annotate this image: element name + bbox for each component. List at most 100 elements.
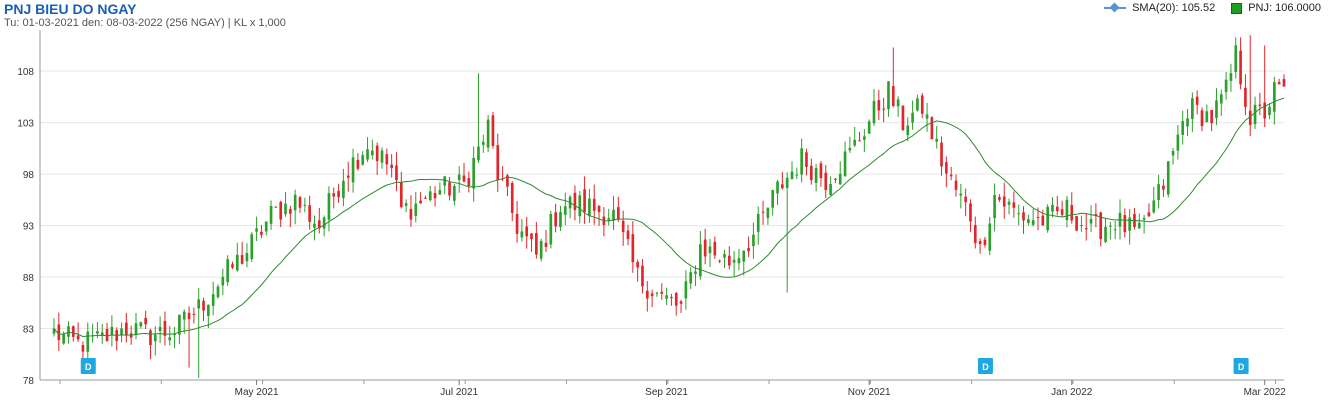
candle-body — [168, 337, 172, 341]
candle-body — [226, 259, 229, 283]
candle-body — [1282, 79, 1286, 87]
candle-body — [650, 293, 654, 296]
candle-body — [414, 203, 418, 216]
candle-body — [390, 164, 393, 168]
candle-body — [139, 322, 143, 327]
candle-body — [1094, 214, 1098, 216]
candle-body — [477, 146, 480, 161]
candle-body — [973, 225, 977, 244]
candle-body — [375, 145, 379, 162]
candle-body — [872, 100, 876, 124]
candle-body — [255, 228, 258, 232]
candle-body — [896, 99, 900, 107]
candle-body — [723, 254, 726, 258]
candle-body — [245, 253, 249, 262]
candle-body — [916, 98, 919, 111]
legend-item-pnj[interactable]: PNJ: 106.0000 — [1231, 2, 1321, 14]
candle-body — [207, 304, 210, 316]
candle-body — [597, 205, 601, 213]
candle-body — [1277, 82, 1281, 85]
candle-body — [959, 193, 963, 196]
candle-body — [96, 331, 99, 334]
candle-body — [1263, 102, 1267, 119]
candle-body — [467, 178, 471, 187]
candle-body — [144, 317, 147, 325]
candle-body — [351, 157, 355, 183]
candle-body — [814, 168, 818, 183]
candle-body — [395, 165, 398, 181]
candle-body — [67, 326, 70, 337]
candle-body — [1234, 45, 1238, 72]
legend-item-sma[interactable]: SMA(20): 105.52 — [1104, 2, 1215, 14]
candle-body — [105, 329, 109, 342]
candle-body — [327, 193, 331, 220]
candle-body — [800, 148, 803, 175]
candle-body — [969, 203, 972, 222]
candle-body — [221, 276, 225, 286]
candle-body — [689, 272, 693, 284]
candle-body — [274, 206, 278, 208]
candle-body — [158, 326, 162, 332]
candle-body — [1123, 215, 1127, 233]
candle-body — [197, 299, 201, 309]
candle-body — [1195, 96, 1199, 105]
dividend-marker-label: D — [1238, 362, 1245, 372]
candle-body — [1152, 200, 1156, 213]
candle-body — [795, 174, 799, 176]
candle-body — [202, 300, 205, 311]
candle-body — [110, 326, 114, 336]
candle-body — [371, 150, 374, 156]
candle-body — [62, 333, 65, 344]
candle-body — [535, 232, 538, 255]
candle-body — [52, 328, 56, 334]
candle-body — [76, 335, 80, 340]
candle-body — [1162, 185, 1165, 190]
candle-body — [385, 154, 389, 165]
dividend-marker — [1233, 358, 1249, 374]
y-tick-label: 98 — [23, 170, 35, 181]
candle-body — [510, 183, 514, 213]
candle-body — [766, 207, 770, 219]
candle-body — [771, 190, 775, 208]
candle-body — [399, 182, 403, 208]
candle-body — [708, 246, 712, 254]
candle-body — [964, 196, 967, 203]
candle-body — [173, 334, 176, 336]
candle-body — [785, 177, 789, 188]
candle-body — [824, 172, 828, 191]
candle-body — [983, 239, 987, 246]
y-tick-label: 83 — [23, 325, 35, 336]
candle-body — [1147, 212, 1151, 217]
candle-body — [993, 194, 996, 219]
candle-body — [346, 175, 350, 178]
candle-body — [1128, 217, 1131, 231]
candle-body — [1002, 196, 1006, 207]
candle-body — [443, 176, 447, 186]
candle-body — [342, 180, 345, 199]
candle-body — [882, 108, 885, 110]
candle-body — [809, 165, 813, 181]
candle-body — [496, 145, 500, 180]
candle-body — [684, 281, 688, 299]
candle-body — [1191, 98, 1194, 120]
candle-body — [81, 344, 85, 352]
candle-body — [428, 191, 432, 201]
candle-body — [819, 163, 823, 179]
candle-body — [588, 198, 591, 217]
candle-body — [549, 213, 553, 245]
sma-line-swatch-icon — [1104, 3, 1127, 13]
candle-body — [877, 100, 881, 111]
candle-body — [1181, 121, 1185, 135]
candle-body — [361, 155, 365, 165]
candle-body — [544, 242, 548, 247]
candle-body — [920, 95, 924, 114]
candle-body — [621, 220, 625, 233]
candle-body — [612, 209, 615, 221]
candle-body — [636, 261, 639, 268]
candle-body — [559, 211, 562, 228]
candle-body — [1268, 106, 1271, 116]
candle-body — [149, 330, 152, 346]
candle-body — [829, 183, 832, 195]
candle-body — [626, 230, 630, 240]
